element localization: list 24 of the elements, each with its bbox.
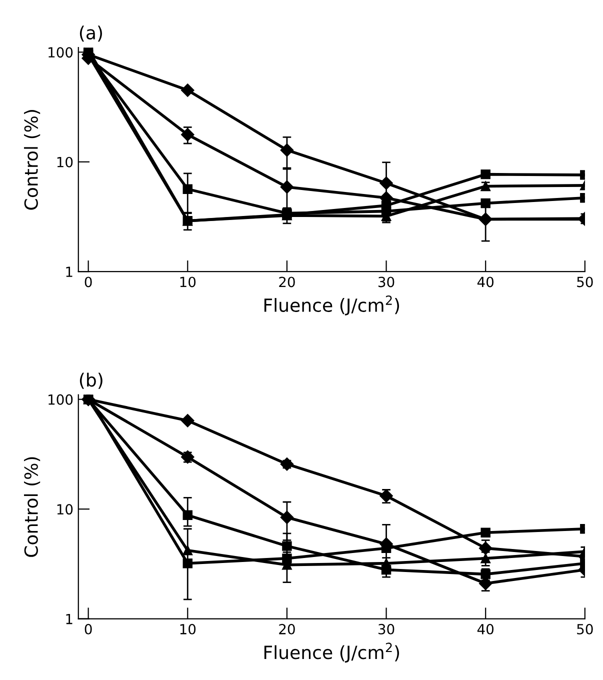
- x-tick-label: 0: [84, 276, 92, 288]
- x-tick-label: 10: [180, 624, 196, 634]
- chart-title: (a): [80, 26, 102, 42]
- y-tick-label: 1: [66, 614, 72, 624]
- y-tick-label: 1: [66, 266, 72, 277]
- y-tick-label: 100: [48, 47, 73, 58]
- y-axis-title: Control (%): [24, 110, 40, 210]
- x-tick-label: 0: [84, 624, 92, 634]
- chart-title: (b): [80, 372, 102, 389]
- x-axis-title: Fluence (J/cm$^{2}$): [264, 295, 400, 316]
- x-tick-label: 20: [279, 624, 295, 634]
- x-tick-label: 30: [378, 276, 394, 288]
- y-axis-title: Control (%): [24, 457, 40, 557]
- x-tick-label: 30: [378, 624, 394, 634]
- x-axis-title: Fluence (J/cm$^{2}$): [264, 642, 400, 663]
- x-tick-label: 50: [577, 624, 593, 634]
- x-tick-label: 40: [477, 624, 494, 634]
- y-tick-label: 100: [48, 394, 73, 405]
- x-tick-label: 50: [577, 276, 593, 288]
- x-tick-label: 10: [180, 276, 196, 288]
- y-tick-label: 10: [57, 504, 73, 515]
- x-tick-label: 40: [477, 276, 494, 288]
- y-tick-label: 10: [57, 156, 73, 168]
- x-tick-label: 20: [279, 276, 295, 288]
